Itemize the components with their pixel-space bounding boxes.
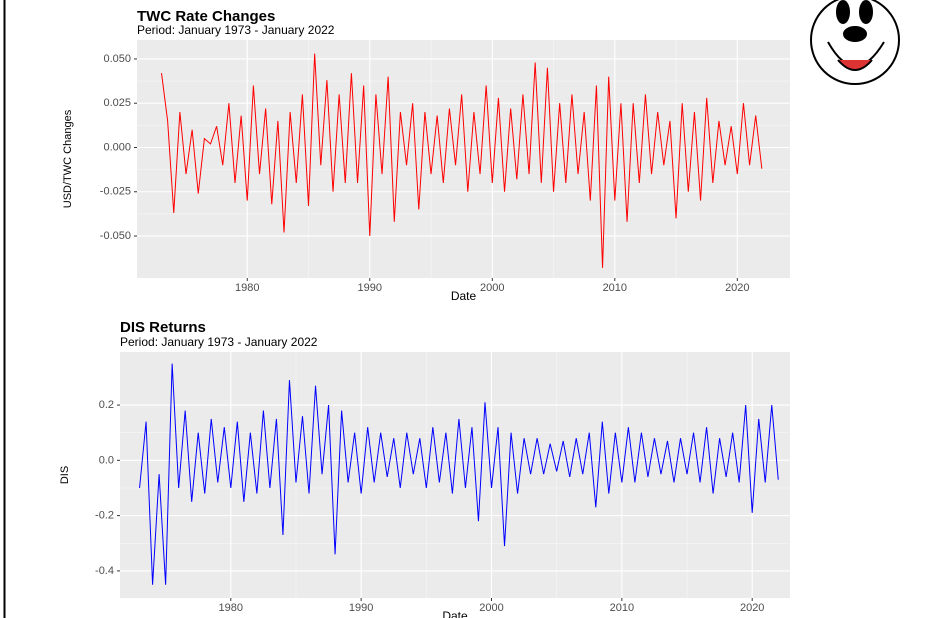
chart-subtitle: Period: January 1973 - January 2022 — [120, 335, 318, 349]
x-axis-title: Date — [442, 609, 468, 618]
mickey-icon — [811, 0, 899, 84]
chart-title: DIS Returns — [120, 319, 206, 336]
x-tick-label: 2000 — [479, 602, 503, 614]
y-tick-label: -0.2 — [95, 510, 114, 522]
y-tick-label: 0.050 — [103, 53, 131, 65]
x-tick-label: 2020 — [740, 602, 764, 614]
x-tick-label: 1990 — [358, 282, 382, 294]
mickey-nose — [844, 27, 866, 41]
x-tick-label: 2020 — [725, 282, 749, 294]
x-tick-label: 2010 — [603, 282, 627, 294]
y-axis-title: DIS — [59, 466, 71, 484]
x-tick-label: 1990 — [349, 602, 373, 614]
y-tick-label: 0.0 — [99, 454, 114, 466]
y-axis-title: USD/TWC Changes — [62, 109, 74, 208]
y-tick-label: -0.025 — [100, 186, 131, 198]
x-axis-title: Date — [451, 289, 477, 303]
y-tick-label: 0.2 — [99, 399, 114, 411]
mickey-eye — [860, 1, 872, 23]
y-tick-label: -0.050 — [100, 230, 131, 242]
plot-panel — [120, 352, 790, 598]
x-tick-label: 1980 — [235, 282, 259, 294]
x-tick-label: 1980 — [219, 602, 243, 614]
x-tick-label: 2010 — [610, 602, 634, 614]
x-tick-label: 2000 — [480, 282, 504, 294]
mickey-eye — [837, 1, 849, 23]
chart-subtitle: Period: January 1973 - January 2022 — [137, 23, 335, 37]
y-tick-label: -0.4 — [95, 565, 114, 577]
y-tick-label: 0.000 — [103, 141, 131, 153]
plot-panel — [137, 40, 790, 278]
page: -0.050 -0.025 0.000 0.025 0.050 1980 1990 2000 2… — [0, 0, 948, 618]
y-tick-label: 0.025 — [103, 97, 131, 109]
